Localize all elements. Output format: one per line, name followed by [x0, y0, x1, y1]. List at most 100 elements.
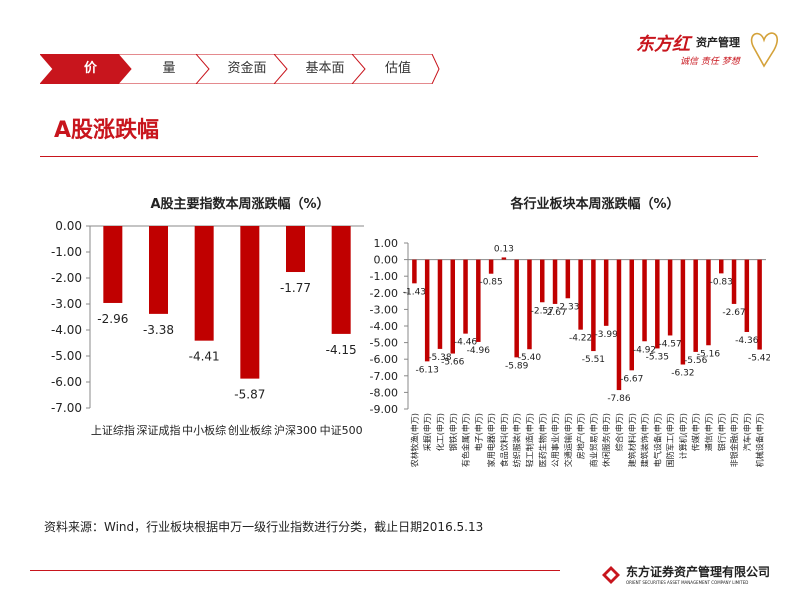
industry-category-label: 银行(申万) [716, 413, 726, 451]
index-bar-label: -5.87 [234, 388, 265, 402]
industry-bar-label: -5.40 [518, 353, 542, 363]
industry-bar-label: -3.99 [595, 330, 619, 340]
industry-bar-label: -4.46 [454, 338, 478, 348]
industry-category-label: 电气设备(申万) [652, 413, 662, 467]
index-category-label: 深证成指 [137, 423, 181, 437]
index-bar [286, 226, 305, 273]
industry-bar [693, 259, 698, 352]
industry-bar [642, 259, 647, 342]
industry-category-label: 商业贸易(申万) [588, 413, 598, 467]
tab-price-shape[interactable] [40, 54, 136, 84]
industry-category-label: 国防军工(申万) [665, 413, 675, 467]
industry-bar [540, 259, 545, 303]
index-bar [103, 226, 123, 303]
index-category-label: 中证500 [320, 424, 363, 437]
tab-capital-shape[interactable] [195, 54, 292, 84]
y-tick-label: -3.00 [51, 297, 82, 311]
industry-category-label: 综合(申万) [614, 413, 624, 451]
industry-bar [680, 259, 686, 365]
y-tick-label: -6.00 [370, 353, 398, 366]
industry-bar [450, 259, 455, 354]
nav-tabs: 价 量 资金面 基本面 估值 [40, 54, 440, 84]
chart-1-title: A股主要指数本周涨跌幅（%） [150, 197, 330, 212]
industry-category-label: 化工(申万) [435, 413, 445, 451]
y-tick-label: -8.00 [370, 386, 398, 399]
industry-bar [412, 259, 417, 284]
industry-bar [616, 259, 622, 391]
industry-bar [578, 259, 583, 330]
index-bar-label: -2.96 [97, 312, 128, 326]
industry-bar-label: -5.35 [646, 352, 669, 362]
industry-bar [706, 259, 711, 346]
footer-company-name: 东方证券资产管理有限公司 [626, 565, 771, 579]
industry-bar [744, 259, 750, 332]
tab-fundamentals-shape[interactable] [273, 54, 370, 84]
source-note: 资料来源：Wind，行业板块根据申万一级行业指数进行分类，截止日期2016.5.… [44, 520, 484, 534]
industry-bar-label: -5.56 [684, 356, 708, 366]
industry-category-label: 机械设备(申万) [755, 413, 765, 467]
industry-category-label: 建筑材料(申万) [627, 413, 637, 467]
y-tick-label: -2.00 [370, 287, 398, 300]
industry-category-label: 非银金融(申万) [729, 413, 739, 467]
industry-bar [527, 259, 532, 350]
industry-bar [603, 259, 609, 326]
industry-bar-label: -5.42 [748, 354, 770, 364]
industry-bar [501, 257, 507, 260]
industry-bar-label: -1.43 [403, 287, 426, 297]
chart-2-title: 各行业板块本周涨跌幅（%） [510, 197, 680, 212]
company-emblem-icon [602, 566, 620, 584]
industry-bar-label: -4.22 [569, 334, 592, 344]
tab-price[interactable]: 价 [83, 61, 97, 76]
footer-logo: 东方证券资产管理有限公司 ORIENT SECURITIES ASSET MAN… [600, 560, 790, 594]
industry-bar-label: 0.13 [494, 244, 514, 254]
industry-category-label: 轻工制造(申万) [524, 413, 534, 467]
tab-volume[interactable]: 量 [162, 61, 176, 76]
industry-category-label: 纺织服装(申万) [512, 413, 522, 467]
index-bar [240, 226, 260, 379]
industry-bar [424, 259, 430, 362]
index-category-label: 中小板综 [182, 423, 226, 437]
industry-category-label: 公用事业(申万) [550, 413, 560, 467]
tab-valuation[interactable]: 估值 [384, 61, 411, 76]
industry-bar-label: -2.67 [722, 308, 745, 318]
logo-subtitle: 资产管理 [696, 36, 740, 49]
index-category-label: 沪深300 [274, 423, 317, 437]
industry-bar [629, 259, 634, 371]
tab-fundamentals[interactable]: 基本面 [305, 61, 345, 76]
brand-logo: 东方红 资产管理 诚信 责任 梦想 [636, 26, 786, 72]
y-tick-label: -5.00 [51, 349, 82, 363]
industry-category-label: 采掘(申万) [422, 413, 432, 451]
industry-bar-label: -6.32 [671, 369, 694, 379]
footer-company-english: ORIENT SECURITIES ASSET MANAGEMENT COMPA… [626, 580, 749, 585]
industry-category-label: 建筑装饰(申万) [640, 413, 650, 467]
logo-text: 东方红 [636, 34, 690, 55]
industry-bar [514, 259, 519, 358]
industry-category-label: 休闲服务(申万) [601, 413, 611, 467]
industry-bar-label: -2.33 [556, 302, 579, 312]
industry-category-label: 房地产(申万) [576, 413, 586, 459]
y-tick-label: 0.00 [374, 254, 399, 267]
industry-category-label: 通信(申万) [703, 413, 713, 451]
industry-bar-label: -5.89 [505, 361, 529, 371]
brand-heart-icon [750, 32, 779, 68]
tab-valuation-shape[interactable] [351, 54, 440, 84]
logo-slogan: 诚信 责任 梦想 [680, 57, 740, 67]
industry-bar-label: -2.67 [543, 308, 566, 318]
tab-capital[interactable]: 资金面 [227, 61, 267, 76]
industry-bar [552, 259, 558, 304]
tab-volume-shape[interactable] [117, 54, 214, 84]
industry-bar-label: -6.67 [620, 374, 643, 384]
industry-bar-label: -5.66 [441, 358, 465, 368]
index-category-label: 上证综指 [91, 423, 135, 437]
industry-bar-label: -6.13 [416, 365, 439, 375]
industry-bar [731, 259, 737, 304]
industry-category-label: 汽车(申万) [742, 413, 752, 451]
industry-bar-label: -4.57 [658, 339, 681, 349]
footer-divider [30, 570, 560, 571]
industry-category-label: 医药生物(申万) [537, 413, 547, 467]
y-tick-label: 0.00 [55, 219, 82, 233]
y-tick-label: -2.00 [51, 271, 82, 285]
industry-category-label: 有色金属(申万) [461, 413, 471, 467]
index-category-label: 创业板综 [228, 423, 272, 437]
industry-bar-label: -4.96 [467, 346, 491, 356]
